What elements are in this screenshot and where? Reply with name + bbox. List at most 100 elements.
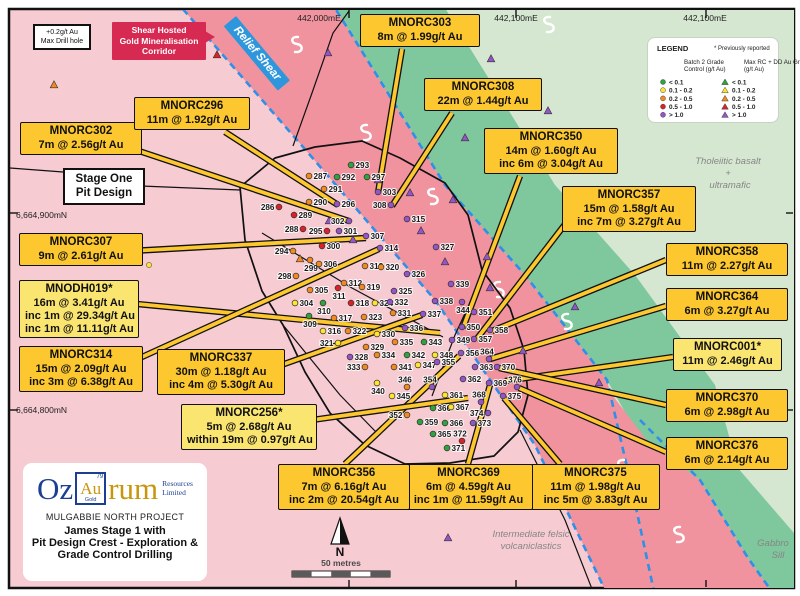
drill-hole-number-295: 295 — [309, 227, 323, 236]
previously-reported-hole-marker — [440, 257, 450, 266]
drill-hole-number-321: 321 — [320, 339, 334, 348]
callout-MNORC308: MNORC308 22m @ 1.44g/t Au — [424, 78, 542, 111]
callout-result-line: 9m @ 2.61g/t Au — [38, 249, 124, 262]
drill-hole-number-315: 315 — [412, 215, 426, 224]
drill-hole-marker-326 — [403, 270, 411, 278]
easting-label: 442,100mE — [494, 13, 538, 23]
drill-hole-marker-316 — [319, 327, 327, 335]
project-name: MULGABBIE NORTH PROJECT — [45, 512, 185, 522]
drill-hole-marker-318 — [347, 299, 355, 307]
drill-hole-number-317: 317 — [339, 314, 353, 323]
drill-hole-number-371: 371 — [452, 444, 466, 453]
drill-hole-marker-369 — [485, 379, 493, 387]
previously-reported-hole-marker — [405, 188, 415, 197]
drill-hole-number-361: 361 — [450, 391, 464, 400]
drill-hole-number-342: 342 — [412, 351, 426, 360]
previously-reported-hole-marker — [485, 283, 495, 292]
legend-range-triangle-1: 0.1 - 0.2 — [732, 88, 756, 95]
callout-result-line: 22m @ 1.44g/t Au — [437, 94, 529, 107]
callout-result-line: 30m @ 1.18g/t Au — [175, 365, 267, 378]
band-green-stripe — [336, 10, 735, 458]
callout-result-line: 5m @ 2.68g/t Au — [206, 420, 292, 433]
leader-line-MNORC369 — [466, 384, 492, 465]
drill-hole-marker-312 — [340, 279, 348, 287]
drill-hole-number-360: 360 — [438, 404, 452, 413]
drill-hole-marker-296 — [333, 200, 341, 208]
previously-reported-hole-marker — [49, 80, 59, 89]
drill-hole-marker-348 — [431, 351, 439, 359]
callout-MNORC350: MNORC350 14m @ 1.60g/t Au inc 6m @ 3.04g/t… — [484, 128, 618, 174]
drill-hole-marker-332 — [386, 298, 394, 306]
drill-hole-number-327: 327 — [441, 243, 455, 252]
drill-hole-marker-350 — [458, 323, 466, 331]
logo-au: Au — [80, 479, 102, 498]
callout-MNORC357: MNORC357 15m @ 1.58g/t Au inc 7m @ 3.27g/t… — [562, 186, 696, 232]
drill-hole-number-298: 298 — [278, 272, 292, 281]
title-line3: Grade Control Drilling — [57, 549, 173, 561]
drill-hole-marker-354 — [428, 383, 436, 391]
callout-title: MNORC314 — [49, 349, 113, 361]
legend-note: * Previously reported — [714, 46, 770, 52]
drill-hole-number-294: 294 — [275, 247, 289, 256]
drill-hole-marker-368 — [477, 398, 485, 406]
drill-hole-number-300: 300 — [327, 242, 341, 251]
drill-hole-marker-341 — [390, 363, 398, 371]
squiggle-symbol — [360, 123, 372, 142]
drill-hole-marker-355 — [433, 358, 441, 366]
max-drill-note: +0.2g/t Au Max Drill hole — [33, 24, 91, 51]
squiggle-symbol — [673, 525, 685, 544]
drill-hole-number-309: 309 — [303, 320, 317, 329]
legend-range-triangle-2: 0.2 - 0.5 — [732, 96, 756, 103]
drill-hole-marker-313 — [361, 262, 369, 270]
squiggle-symbol — [291, 35, 303, 54]
logo-79: 79 — [96, 474, 104, 480]
drill-hole-marker-374 — [484, 409, 492, 417]
drill-hole-marker-336 — [401, 324, 409, 332]
max-drill-line1: +0.2g/t Au — [46, 29, 78, 36]
leader-line-MNORC303 — [376, 48, 404, 194]
drill-hole-number-364: 364 — [480, 348, 494, 357]
drill-hole-marker-286 — [275, 203, 283, 211]
callout-title: MNORC350 — [519, 131, 583, 143]
logo-au-periodic-box: 79 Au Gold — [75, 472, 107, 505]
leader-line-MNORC314 — [130, 247, 380, 364]
callout-MNORC356: MNORC356 7m @ 6.16g/t Au inc 2m @ 20.54g/t… — [278, 464, 410, 510]
drill-hole-number-349: 349 — [457, 336, 471, 345]
drill-hole-marker-346 — [403, 383, 411, 391]
north-arrow-icon — [330, 516, 350, 545]
callout-MNORC001*: MNORC001* 11m @ 2.46g/t Au — [673, 338, 782, 371]
callout-result-line: 11m @ 2.46g/t Au — [682, 354, 773, 367]
legend-triangle-4 — [721, 111, 729, 118]
shear-label-arrow — [205, 31, 215, 43]
callout-MNORC358: MNORC358 11m @ 2.27g/t Au — [666, 243, 788, 276]
drill-hole-marker-344 — [458, 298, 466, 306]
drill-hole-number-304: 304 — [300, 299, 314, 308]
drill-hole-marker-315 — [403, 215, 411, 223]
squiggle-symbol — [543, 15, 555, 34]
drill-hole-number-308: 308 — [373, 201, 387, 210]
drill-hole-number-310: 310 — [317, 307, 331, 316]
leader-line-MNORC357 — [474, 221, 568, 342]
callout-title: MNORC356 — [312, 467, 376, 479]
drill-hole-marker-307 — [362, 232, 370, 240]
drill-hole-number-324: 324 — [380, 299, 394, 308]
shear-corridor-label: Shear Hosted Gold Mineralisation Corrido… — [112, 22, 215, 60]
callout-MNORC369: MNORC369 6m @ 4.59g/t Au inc 1m @ 11.59g/t… — [404, 464, 533, 510]
drill-hole-number-356: 356 — [466, 349, 480, 358]
drill-hole-number-329: 329 — [371, 343, 385, 352]
drill-hole-marker-335 — [391, 338, 399, 346]
previously-reported-hole-marker — [518, 346, 528, 355]
drill-hole-marker-320 — [377, 263, 385, 271]
band-shear-corridor — [183, 10, 654, 588]
drill-hole-number-313: 313 — [370, 262, 384, 271]
drill-hole-number-365: 365 — [438, 430, 452, 439]
leader-line-MNORC256* — [304, 396, 469, 423]
drill-hole-marker-363 — [471, 363, 479, 371]
legend-triangle-3 — [721, 103, 729, 110]
drill-hole-number-293: 293 — [356, 161, 370, 170]
previously-reported-hole-marker — [348, 235, 358, 244]
drill-hole-number-370: 370 — [502, 363, 516, 372]
callout-result-line: within 19m @ 0.97g/t Au — [187, 433, 313, 446]
drill-hole-number-376: 376 — [508, 376, 522, 385]
